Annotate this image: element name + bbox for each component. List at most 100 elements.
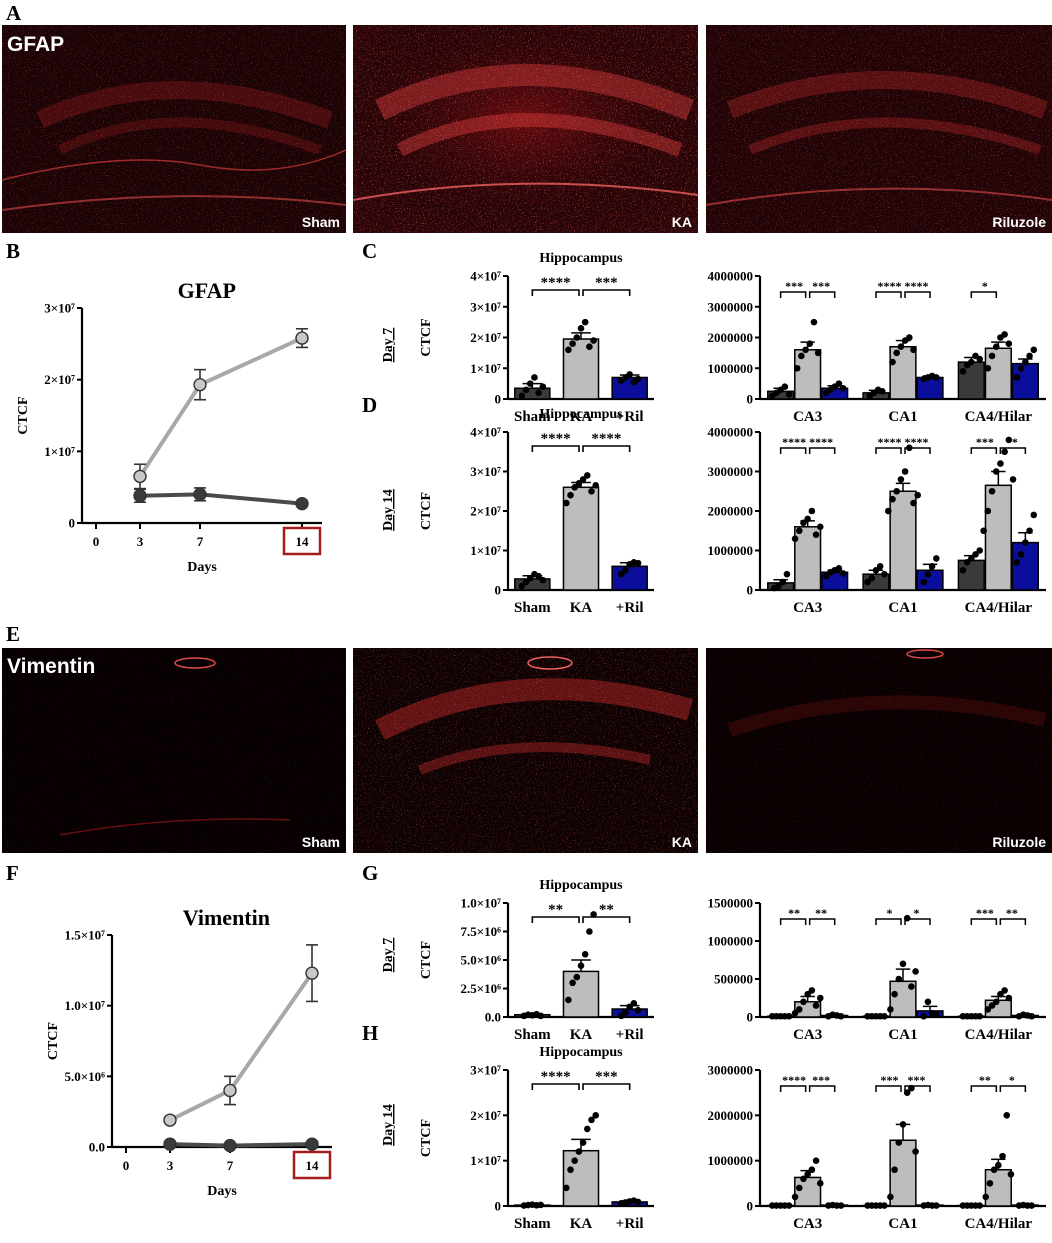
chart-g-hippo-data-point — [569, 979, 576, 987]
chart-d-regions-data-point — [876, 563, 884, 570]
chart-d-regions-data-point — [795, 527, 803, 535]
chart-d-regions-x-tick-label: CA1 — [888, 600, 917, 616]
row-label-c: Day 7 — [381, 328, 396, 363]
chart-h-regions-data-point — [887, 1193, 894, 1201]
chart-c-regions-data-point — [1022, 358, 1029, 366]
chart-h-hippo-data-point — [634, 1198, 642, 1206]
vimentin-stain-label: Vimentin — [7, 655, 95, 678]
chart-c-hippo-data-point — [626, 371, 633, 378]
chart-c-hippo-data-point — [634, 375, 642, 383]
chart-g-regions-data-point — [912, 968, 919, 975]
gfap-label-riluzole: Riluzole — [992, 214, 1046, 230]
chart-h-regions-y-tick-label: 0 — [747, 1199, 754, 1214]
chart-d-hippo-data-point — [622, 566, 629, 574]
chart-h-regions-data-point — [895, 1139, 903, 1146]
chart-h-hippo-significance-bracket — [531, 1083, 580, 1090]
chart-h-regions-data-point — [999, 1152, 1006, 1160]
chart-c-regions-x-tick-label: CA3 — [793, 409, 822, 425]
chart-g-regions-data-point — [891, 990, 898, 998]
chart-d-regions-data-point — [997, 460, 1004, 467]
chart-c-regions-significance-label: *** — [812, 279, 830, 293]
chart-c-regions-data-point — [1001, 331, 1008, 338]
chart-day14-vimentin-hippocampus: Hippocampus 0 1×10⁷ 2×10⁷ 3×10⁷ CTCF Sham KA +Ri… — [419, 1045, 654, 1232]
chart-c-hippo-x-tick-label: KA — [570, 409, 593, 425]
chart-f-series-sham-point — [223, 1138, 237, 1153]
chart-d-hippo-significance-label: **** — [591, 431, 621, 447]
chart-g-hippo-x-tick-label: +Ril — [616, 1027, 644, 1043]
chart-d-hippo-y-tick-label: 2×10⁷ — [470, 504, 501, 519]
chart-d-hippo-data-point — [584, 472, 591, 479]
chart-c-regions-data-point — [893, 349, 900, 357]
chart-f-series-ka-line — [169, 972, 314, 1122]
chart-d-hippo-data-point — [535, 572, 542, 580]
chart-g-regions-x-tick-label: CA1 — [888, 1027, 917, 1043]
chart-d-regions-data-point — [1022, 539, 1029, 546]
chart-c-regions-significance-bracket — [779, 291, 807, 298]
chart-g-hippo-data-point — [622, 1009, 629, 1016]
chart-c-regions-data-point — [835, 380, 843, 387]
chart-g-regions-data-point — [1001, 987, 1008, 994]
chart-h-regions-significance-label: *** — [880, 1073, 898, 1087]
chart-d-hippo-data-point — [571, 484, 578, 491]
chart-h-regions-data-point — [795, 1184, 803, 1192]
chart-g-hippo-data-point — [581, 951, 589, 958]
chart-c-regions-data-point — [889, 358, 896, 366]
chart-d-regions-significance-label: **** — [877, 435, 901, 449]
vimentin-micrograph-riluzole — [706, 648, 1052, 853]
gfap-micrograph-ka — [352, 25, 699, 233]
chart-c-regions-significance-bracket — [875, 291, 902, 298]
chart-g-regions-data-point — [924, 998, 932, 1006]
chart-f-highlight-box — [292, 1150, 332, 1180]
chart-h-regions-significance-bracket — [999, 1085, 1027, 1092]
chart-c-regions-data-point — [802, 346, 809, 354]
chart-g-hippo-data-point — [573, 973, 581, 981]
panel-letter-b: B — [6, 239, 20, 263]
chart-g-hippo-y-tick-label: 5.0×10⁶ — [460, 953, 501, 968]
chart-d-hippo-x-tick-label: Sham — [514, 600, 551, 616]
chart-b-series-ka-point — [295, 331, 309, 345]
chart-b-series-ka-point — [193, 377, 207, 392]
chart-f-y-tick-label: 1.5×10⁷ — [64, 928, 105, 943]
chart-d-hippo-y-tick-label: 4×10⁷ — [470, 425, 501, 440]
chart-d-hippo-significance-bracket — [531, 445, 580, 452]
chart-d-regions-significance-label: **** — [905, 435, 929, 449]
chart-day7-gfap-regions: 0 1000000 2000000 3000000 4000000 CA3 *** *** CA… — [708, 269, 1046, 425]
chart-h-regions-y-tick-label: 2000000 — [708, 1108, 754, 1123]
chart-h-regions-data-point — [816, 1180, 824, 1187]
chart-b-series-sham-point — [295, 496, 309, 511]
chart-c-regions-y-tick-label: 0 — [747, 392, 754, 407]
chart-d-regions-data-point — [812, 531, 820, 538]
chart-g-regions-data-point — [887, 1006, 894, 1013]
chart-d-regions-significance-bracket — [904, 447, 931, 454]
chart-h-regions-data-point — [1028, 1202, 1035, 1209]
chart-g-regions-significance-label: * — [914, 906, 920, 920]
chart-d-hippo-y-tick-label: 1×10⁷ — [470, 543, 501, 558]
chart-d-regions-bar — [984, 484, 1012, 591]
chart-d-hippo-significance-label: **** — [541, 431, 571, 447]
chart-c-hippo-bar — [611, 376, 648, 400]
chart-d-regions-data-point — [901, 468, 909, 475]
chart-c-regions-x-tick-label: CA4/Hilar — [965, 409, 1033, 425]
chart-d-regions-data-point — [1001, 448, 1008, 456]
chart-d-hippo-data-point — [539, 576, 547, 584]
chart-d-regions-bar — [957, 559, 985, 591]
chart-f-series-ka-point — [223, 1083, 237, 1098]
chart-d-regions-significance-label: *** — [976, 435, 994, 449]
panel-letter-g: G — [362, 861, 378, 885]
chart-b-series-ka-point — [133, 469, 147, 484]
gfap-micrograph-riluzole — [705, 25, 1052, 233]
chart-h-regions-bar — [889, 1139, 917, 1207]
chart-c-regions-data-point — [814, 349, 822, 357]
chart-b-y-label: CTCF — [16, 396, 31, 434]
row-label-h: Day 14 — [381, 1104, 396, 1146]
chart-g-regions-y-tick-label: 500000 — [714, 972, 753, 987]
chart-c-hippo-significance-label: **** — [541, 275, 571, 291]
chart-g-regions-data-point — [804, 990, 811, 998]
panel-letter-h: H — [362, 1021, 378, 1045]
chart-d-regions-data-point — [822, 572, 830, 580]
chart-c-regions-data-point — [839, 384, 847, 392]
chart-g-hippo-y-tick-label: 2.5×10⁶ — [460, 981, 501, 996]
chart-d-regions-significance-bracket — [970, 447, 998, 454]
